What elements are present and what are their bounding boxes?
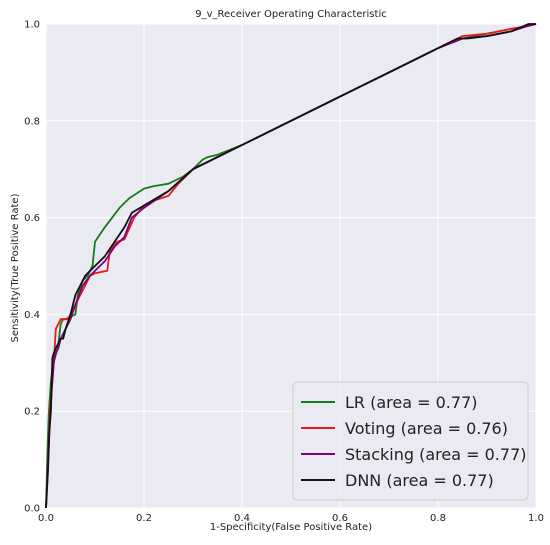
series-lines bbox=[45, 23, 537, 509]
legend-label: LR (area = 0.77) bbox=[345, 393, 477, 412]
legend-box bbox=[292, 381, 529, 501]
x-tick-label: 0.2 bbox=[136, 513, 152, 524]
tick-labels: 0.0 0.2 0.4 0.6 0.8 1.0 0.0 0.2 0.4 0.6 0.8 1.0 bbox=[24, 20, 544, 525]
x-tick-label: 0.0 bbox=[38, 513, 54, 524]
y-tick-label: 0.0 bbox=[24, 504, 40, 515]
series-line-3 bbox=[45, 23, 536, 509]
x-tick-label: 0.8 bbox=[430, 513, 446, 524]
legend-label: Stacking (area = 0.77) bbox=[345, 445, 527, 464]
legend-label: DNN (area = 0.77) bbox=[345, 471, 494, 490]
x-axis-label: 1-Specificity(False Positive Rate) bbox=[210, 522, 372, 533]
x-tick-label: 0.6 bbox=[332, 513, 348, 524]
legend-label: Voting (area = 0.76) bbox=[345, 419, 508, 438]
y-tick-label: 0.2 bbox=[24, 407, 40, 418]
chart-title: 9_v_Receiver Operating Characteristic bbox=[195, 9, 386, 20]
y-tick-label: 0.4 bbox=[24, 310, 40, 321]
y-tick-label: 0.8 bbox=[24, 116, 40, 127]
legend: LR (area = 0.77) Voting (area = 0.76) Stac… bbox=[292, 381, 529, 501]
x-tick-label: 1.0 bbox=[528, 513, 544, 524]
y-tick-label: 0.6 bbox=[24, 213, 40, 224]
y-axis-label: Sensitivity(True Positive Rate) bbox=[10, 193, 21, 342]
x-tick-label: 0.4 bbox=[234, 513, 250, 524]
y-tick-label: 1.0 bbox=[24, 20, 40, 31]
